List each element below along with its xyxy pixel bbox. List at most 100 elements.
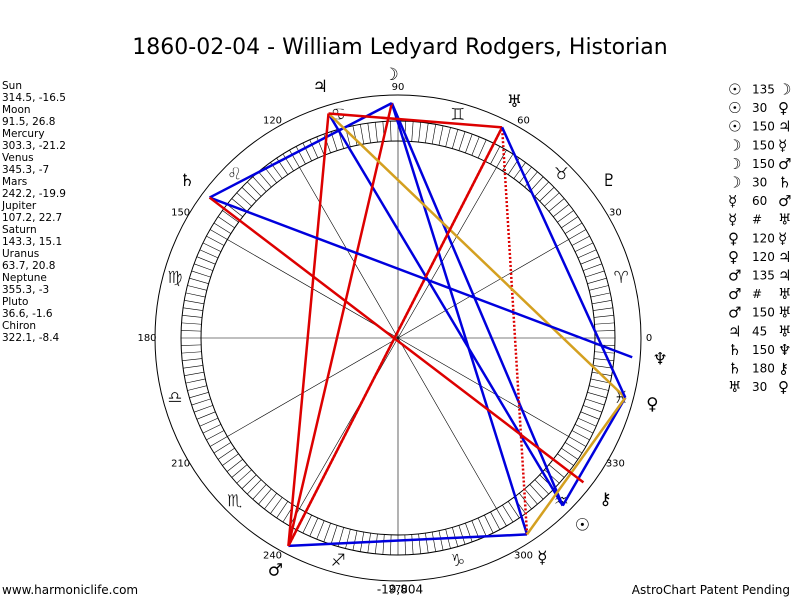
ring-tick xyxy=(309,139,319,159)
ring-tick xyxy=(425,123,429,143)
ring-tick xyxy=(241,474,257,489)
ring-tick xyxy=(568,436,587,447)
ring-tick xyxy=(213,222,232,234)
degree-label: 30 xyxy=(609,208,622,219)
aspect-value: 30 xyxy=(752,380,767,394)
ring-tick xyxy=(568,229,587,240)
aspect-line xyxy=(209,101,393,199)
ring-tick xyxy=(323,523,331,543)
ring-tick xyxy=(187,285,207,291)
aspect-value: 150 xyxy=(752,343,775,357)
aspect-to: ♅ xyxy=(778,211,791,229)
aspect-from: ☿ xyxy=(728,192,737,210)
planet-name: Pluto xyxy=(2,296,29,308)
aspect-line xyxy=(390,102,529,535)
aspect-to: ☿ xyxy=(778,229,787,247)
aspect-value: 120 xyxy=(752,250,775,264)
ring-tick xyxy=(236,192,252,207)
longitude: 36.6 xyxy=(2,308,26,320)
sign-glyph: ♎ xyxy=(167,388,182,408)
longitude: 242.2 xyxy=(2,188,33,200)
latitude: -7 xyxy=(38,164,50,176)
sign-glyph: ♐ xyxy=(331,551,346,571)
latitude: 15.1 xyxy=(38,236,63,248)
ring-tick xyxy=(580,256,600,265)
ring-tick xyxy=(183,365,203,369)
ring-tick xyxy=(289,149,300,168)
ring-tick xyxy=(534,181,549,197)
ring-tick xyxy=(593,358,614,361)
ring-tick xyxy=(557,210,574,223)
ring-tick xyxy=(213,442,232,454)
latitude: 26.8 xyxy=(32,116,56,128)
aspect-line xyxy=(500,127,529,535)
aspect-value: 180 xyxy=(752,362,775,376)
ring-tick xyxy=(209,436,228,447)
latitude: -8.4 xyxy=(38,332,60,344)
ring-tick xyxy=(425,533,429,553)
ring-tick xyxy=(585,398,605,406)
aspect-from: ☿ xyxy=(728,211,737,229)
ring-tick xyxy=(587,277,607,284)
ring-tick xyxy=(564,222,583,234)
planet-name: Mercury xyxy=(2,128,45,140)
ring-tick xyxy=(217,447,235,460)
ring-tick xyxy=(548,198,565,212)
degree-label: 60 xyxy=(517,116,530,127)
latitude: -21.2 xyxy=(38,140,66,152)
ring-tick xyxy=(524,488,538,505)
degree-label: 150 xyxy=(171,208,190,219)
ring-tick xyxy=(330,525,338,545)
planet-coords: 345.3, -7 xyxy=(2,164,50,176)
ring-tick xyxy=(181,322,202,325)
aspect-to: ⚷ xyxy=(778,360,789,378)
ring-tick xyxy=(445,127,451,147)
ring-tick xyxy=(282,153,294,172)
ring-tick xyxy=(438,125,444,146)
aspect-from: ☉ xyxy=(728,118,741,136)
ring-tick xyxy=(241,187,257,202)
ring-tick xyxy=(544,192,560,207)
ring-tick xyxy=(561,447,579,460)
ring-tick xyxy=(231,198,248,212)
ring-tick xyxy=(513,162,526,179)
longitude: 314.5 xyxy=(2,92,33,104)
planet-coords: 355.3, -3 xyxy=(2,284,50,296)
planet-name: Saturn xyxy=(2,224,37,236)
ring-tick xyxy=(185,292,206,298)
ring-tick xyxy=(236,469,252,484)
ring-tick xyxy=(189,277,209,284)
ring-tick xyxy=(571,235,590,246)
latitude: -1.6 xyxy=(32,308,53,320)
ring-tick xyxy=(226,459,243,472)
planet-glyph: ♅ xyxy=(507,92,522,112)
planet-glyph: ♀ xyxy=(646,395,658,415)
ring-tick xyxy=(258,488,272,505)
aspect-value: 135 xyxy=(752,83,775,97)
ring-tick xyxy=(529,176,544,192)
ring-tick xyxy=(182,358,203,361)
aspect-line xyxy=(327,112,564,507)
ring-tick xyxy=(589,385,609,391)
spoke xyxy=(397,167,497,339)
ring-tick xyxy=(561,216,579,229)
ring-tick xyxy=(181,351,202,354)
ring-tick xyxy=(502,153,514,172)
aspect-line xyxy=(208,196,585,484)
planet-name: Chiron xyxy=(2,320,37,332)
spoke xyxy=(299,167,399,339)
aspect-line xyxy=(526,396,627,536)
ring-tick xyxy=(502,504,514,523)
outer-circle xyxy=(154,94,642,582)
ring-tick xyxy=(404,534,406,555)
ring-tick xyxy=(199,249,219,259)
aspect-line xyxy=(288,533,528,548)
ring-tick xyxy=(181,344,202,346)
degree-label: 210 xyxy=(171,459,190,470)
aspect-value: # xyxy=(752,287,762,301)
longitude: 322.1 xyxy=(2,332,33,344)
aspect-to: ☽ xyxy=(778,81,791,99)
latitude: -3 xyxy=(38,284,50,296)
ring-tick xyxy=(270,497,283,514)
ring-tick xyxy=(181,330,202,332)
